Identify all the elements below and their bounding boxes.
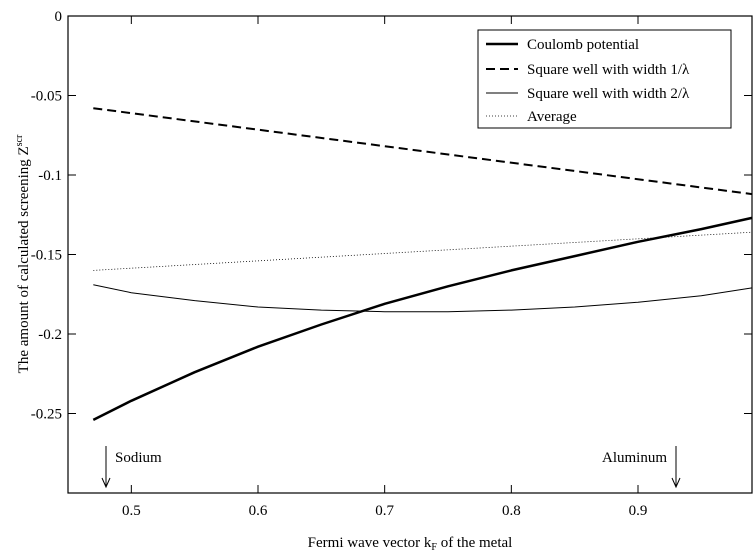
y-tick-label: -0.05 (31, 89, 62, 105)
x-tick-label: 0.9 (629, 503, 648, 519)
x-tick-label: 0.8 (502, 503, 521, 519)
y-tick-label: -0.15 (31, 248, 62, 264)
series-line-1 (93, 107, 753, 196)
annotation-arrowhead (101, 477, 111, 489)
x-axis-label-sub: F (431, 542, 437, 553)
legend-label-square-well-1: Square well with width 1/λ (527, 62, 690, 78)
x-tick-label: 0.6 (249, 503, 268, 519)
series-lines (92, 107, 753, 422)
y-tick-label: -0.2 (38, 327, 62, 343)
y-axis-label-sup: scr (14, 134, 25, 146)
legend-label-average: Average (527, 109, 577, 125)
y-tick-label: -0.1 (38, 168, 62, 184)
y-axis-label-main: The amount of calculated screening Z (16, 146, 32, 373)
series-line-3 (93, 231, 753, 271)
x-axis-label-tail: of the metal (437, 535, 512, 551)
x-axis-label: Fermi wave vector kF of the metal (308, 535, 513, 553)
annotation-label: Sodium (115, 450, 162, 466)
annotation-arrowhead (671, 477, 681, 489)
legend: Coulomb potential Square well with width… (477, 29, 732, 129)
series-line-2 (93, 284, 753, 313)
legend-label-square-well-2: Square well with width 2/λ (527, 86, 690, 102)
legend-label-coulomb: Coulomb potential (527, 37, 639, 53)
x-tick-label: 0.7 (375, 503, 394, 519)
x-axis-label-main: Fermi wave vector k (308, 535, 432, 551)
y-axis-label: The amount of calculated screening Zscr (14, 134, 32, 373)
annotations: Sodium Aluminum (101, 446, 681, 489)
annotation-label: Aluminum (602, 450, 667, 466)
legend-box (477, 29, 732, 129)
x-tick-label: 0.5 (122, 503, 141, 519)
axis-ticks: 0.5 0.6 0.7 0.8 0.9 0 -0.05 -0.1 -0.15 -0.2 -0.25 (31, 9, 752, 519)
series-line-0 (92, 216, 753, 422)
y-tick-label: 0 (55, 9, 63, 25)
y-tick-label: -0.25 (31, 407, 62, 423)
